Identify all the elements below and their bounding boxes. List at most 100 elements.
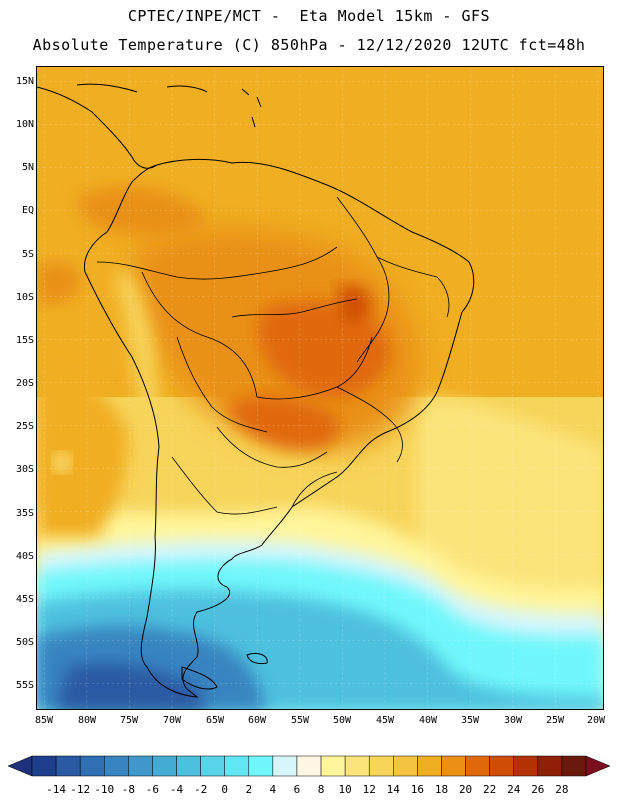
caribbean-island-2	[166, 85, 208, 93]
falkland-islands	[246, 652, 268, 665]
colorbar-swatch	[441, 755, 466, 777]
lat-label-5s: 5S	[21, 249, 34, 260]
colorbar-tick-label: 28	[555, 783, 569, 796]
lat-label-15s: 15S	[15, 335, 34, 346]
lat-label-15n: 15N	[15, 76, 34, 87]
lon-label-25w: 25W	[545, 715, 565, 726]
colorbar-swatch	[55, 755, 81, 777]
lat-label-50s: 50S	[15, 637, 34, 648]
colorbar-tick-label: 0	[221, 783, 228, 796]
lat-label-55s: 55S	[15, 680, 34, 691]
colorbar-swatch	[224, 755, 250, 777]
colorbar-tick-label: 20	[458, 783, 473, 796]
colorbar-tick-label: -10	[94, 783, 115, 796]
colorbar-tick-label: -12	[70, 783, 91, 796]
lon-label-20w: 20W	[586, 715, 606, 726]
central-america-coastline	[37, 86, 158, 169]
border-central-brazil	[256, 336, 373, 400]
colorbar-swatch	[152, 755, 177, 777]
colorbar-swatch	[368, 755, 394, 777]
colorbar-tick-label: 18	[434, 783, 449, 796]
caribbean-island-1	[76, 83, 138, 93]
colorbar-tick-label: 8	[317, 783, 325, 796]
south-america-coastline	[83, 158, 475, 698]
lat-label-5n: 5N	[21, 162, 34, 173]
lon-label-40w: 40W	[418, 715, 438, 726]
colorbar-swatch	[200, 755, 225, 777]
map-gridlines	[37, 67, 603, 709]
colorbar-swatch	[537, 755, 563, 777]
lon-label-45w: 45W	[375, 715, 395, 726]
colorbar-extend-low	[8, 755, 33, 777]
border-uruguay	[291, 471, 338, 508]
lon-label-70w: 70W	[162, 715, 182, 726]
map-canvas	[37, 67, 603, 709]
lat-label-eq: EQ	[21, 205, 34, 216]
border-amazon-north	[96, 246, 338, 280]
border-bolivia	[176, 336, 268, 433]
colorbar-tick-label: 14	[386, 783, 400, 796]
colorbar-swatch	[79, 755, 105, 777]
lat-label-45s: 45S	[15, 594, 34, 605]
lat-label-25s: 25S	[15, 421, 34, 432]
lon-label-65w: 65W	[205, 715, 225, 726]
colorbar-tick-label: 22	[483, 783, 497, 796]
colorbar-swatch	[248, 755, 274, 777]
colorbar-tick-label: -6	[145, 783, 160, 796]
colorbar-swatch	[296, 755, 322, 777]
lat-label-10s: 10S	[15, 292, 34, 303]
colorbar-tick-label: 4	[269, 783, 277, 796]
lat-label-40s: 40S	[15, 551, 34, 562]
lat-label-35s: 35S	[15, 508, 34, 519]
tierra-del-fuego	[181, 666, 218, 690]
colorbar-swatch	[393, 755, 418, 777]
colorbar-swatch	[104, 755, 129, 777]
colorbar-swatch	[417, 755, 442, 777]
border-brazil-southeast	[336, 386, 403, 463]
colorbar-tick-label: -14	[46, 783, 67, 796]
border-mato-grosso	[231, 298, 358, 318]
border-brazil-northeast	[376, 256, 450, 318]
border-brazil-states-north	[336, 196, 390, 363]
lon-label-60w: 60W	[247, 715, 267, 726]
colorbar-tick-label: 2	[245, 783, 253, 796]
lon-label-30w: 30W	[503, 715, 523, 726]
figure-title: CPTEC/INPE/MCT - Eta Model 15km - GFS	[127, 7, 491, 25]
colorbar-swatch	[176, 755, 201, 777]
lon-label-75w: 75W	[119, 715, 139, 726]
colorbar-tick-label: 16	[410, 783, 425, 796]
colorbar	[8, 755, 610, 777]
border-argentina-north	[171, 456, 278, 515]
lon-label-80w: 80W	[77, 715, 97, 726]
colorbar-swatch	[128, 755, 153, 777]
colorbar-tick-label: -4	[169, 783, 184, 796]
lat-label-20s: 20S	[15, 378, 34, 389]
colorbar-tick-label: 12	[362, 783, 376, 796]
colorbar-tick-label: -2	[193, 783, 208, 796]
lat-label-30s: 30S	[15, 464, 34, 475]
lon-label-55w: 55W	[290, 715, 310, 726]
colorbar-swatch	[561, 755, 587, 777]
colorbar-swatch	[465, 755, 490, 777]
lon-label-85w: 85W	[34, 715, 54, 726]
border-peru-brazil	[141, 271, 258, 398]
colorbar-swatch	[489, 755, 514, 777]
colorbar-tick-label: 24	[507, 783, 521, 796]
colorbar-extend-high	[585, 755, 610, 777]
colorbar-swatch	[272, 755, 298, 777]
figure-subtitle: Absolute Temperature (C) 850hPa - 12/12/…	[32, 36, 586, 54]
colorbar-swatch	[320, 755, 346, 777]
lat-label-10n: 10N	[15, 119, 34, 130]
lon-label-50w: 50W	[332, 715, 352, 726]
colorbar-tick-label: 10	[338, 783, 352, 796]
colorbar-tick-label: 26	[531, 783, 545, 796]
colorbar-tick-label: -8	[121, 783, 135, 796]
colorbar-swatch	[31, 755, 57, 777]
colorbar-swatch	[344, 755, 370, 777]
temperature-map	[36, 66, 604, 710]
lesser-antilles	[241, 88, 262, 128]
border-paraguay	[216, 426, 328, 468]
colorbar-tick-label: 6	[293, 783, 301, 796]
lon-label-35w: 35W	[460, 715, 480, 726]
colorbar-swatch	[513, 755, 539, 777]
